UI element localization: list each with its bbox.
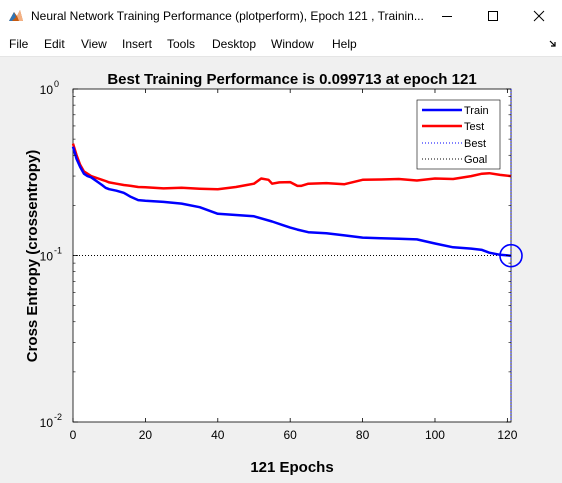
x-tick-label: 100 — [425, 428, 445, 442]
legend-test-label: Test — [464, 121, 484, 133]
figure-canvas: Best Training Performance is 0.099713 at… — [1, 57, 561, 478]
series-train-line — [71, 146, 512, 257]
y-axis-label: Cross Entropy (crossentropy) — [24, 150, 41, 363]
chart-title: Best Training Performance is 0.099713 at… — [107, 71, 476, 88]
legend-box — [416, 99, 501, 170]
x-axis-label: 121 Epochs — [250, 459, 333, 476]
performance-chart: Best Training Performance is 0.099713 at… — [24, 71, 523, 476]
menu-tools[interactable]: Tools — [167, 37, 196, 51]
minimize-button[interactable] — [424, 0, 470, 32]
legend: Train Test Best Goal — [416, 99, 501, 170]
x-tick-label: 120 — [497, 428, 517, 442]
window-title: Neural Network Training Performance (plo… — [31, 9, 424, 23]
legend-best-label: Best — [464, 138, 486, 150]
dock-arrow-icon[interactable] — [548, 39, 558, 49]
menu-bar: File Edit View Insert Tools Desktop Wind… — [0, 32, 562, 57]
matlab-figure-icon — [9, 10, 23, 21]
series-test-line — [71, 143, 512, 191]
best-point-marker — [499, 243, 523, 268]
minimize-icon — [442, 16, 452, 17]
y-tick-label: 10 — [40, 250, 54, 264]
menu-view[interactable]: View — [81, 37, 107, 51]
x-tick-label: 0 — [70, 428, 77, 442]
maximize-icon — [488, 11, 498, 21]
menu-desktop[interactable]: Desktop — [212, 37, 257, 51]
x-tick-label: 20 — [139, 428, 153, 442]
y-tick-exponent: -2 — [54, 412, 62, 422]
menu-edit[interactable]: Edit — [44, 37, 65, 51]
y-tick-label: 10 — [40, 83, 54, 97]
menu-insert[interactable]: Insert — [122, 37, 153, 51]
menu-window[interactable]: Window — [271, 37, 314, 51]
maximize-button[interactable] — [470, 0, 516, 32]
legend-train-label: Train — [464, 105, 489, 117]
window-titlebar[interactable]: Neural Network Training Performance (plo… — [0, 0, 562, 32]
y-tick-label: 10 — [40, 416, 54, 430]
x-tick-label: 60 — [284, 428, 298, 442]
menu-file[interactable]: File — [9, 37, 29, 51]
close-icon — [533, 10, 545, 22]
close-button[interactable] — [516, 0, 562, 32]
x-tick-label: 40 — [211, 428, 225, 442]
y-tick-exponent: 0 — [54, 79, 59, 89]
y-tick-exponent: -1 — [54, 246, 62, 256]
x-tick-label: 80 — [356, 428, 370, 442]
menu-help[interactable]: Help — [332, 37, 357, 51]
legend-goal-label: Goal — [464, 154, 487, 166]
